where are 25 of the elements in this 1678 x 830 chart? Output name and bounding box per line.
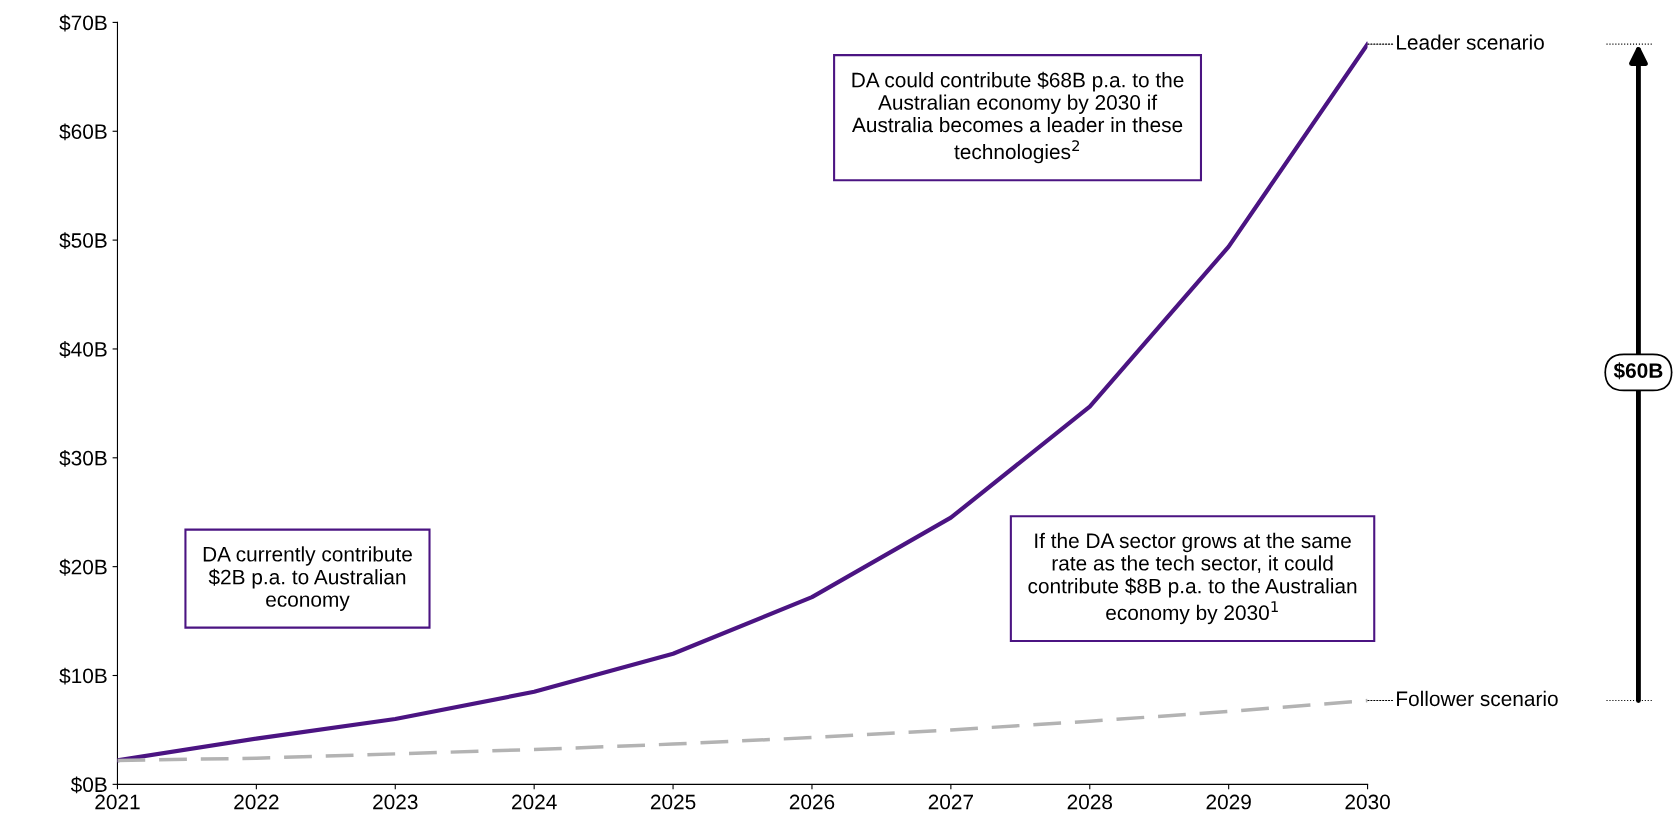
- x-tick-label: 2021: [95, 794, 140, 810]
- x-tick-label: 2028: [1067, 794, 1113, 810]
- x-tick-label: 2025: [650, 794, 696, 810]
- x-tick-label: 2022: [234, 794, 279, 810]
- x-tick-label: 2030: [1345, 794, 1390, 810]
- y-tick-label: $50B: [59, 232, 107, 250]
- y-tick-label: $70B: [59, 14, 107, 32]
- y-tick-label: $0B: [70, 776, 107, 794]
- y-tick-label: $20B: [59, 558, 107, 576]
- x-tick-label: 2026: [789, 794, 835, 810]
- series-label: Leader scenario: [1397, 34, 1544, 50]
- x-tick-label: 2029: [1206, 794, 1251, 810]
- y-tick-label: $10B: [59, 667, 107, 685]
- line-series: [117, 698, 1368, 763]
- y-tick-label: $60B: [59, 123, 107, 141]
- y-tick-label: $30B: [59, 449, 107, 467]
- annotation: If the DA sector grows at the same rate as the tech sector, it could contribute $8B p.a. to the Australian economy by 2030$^{1}$: [1028, 532, 1357, 625]
- text: $60B: [1613, 362, 1663, 380]
- x-tick-label: 2027: [928, 794, 973, 810]
- y-tick-label: $40B: [59, 341, 107, 358]
- annotation: DA currently contribute $2B p.a. to Australian economy: [203, 546, 412, 611]
- x-tick-label: 2024: [512, 794, 557, 810]
- annotation: DA could contribute $68B p.a. to the Australian economy by 2030 if Australia becomes a leader in these technologies$^{2}$: [851, 71, 1184, 164]
- series-label: Follower scenario: [1397, 690, 1558, 707]
- x-tick-label: 2023: [373, 794, 418, 810]
